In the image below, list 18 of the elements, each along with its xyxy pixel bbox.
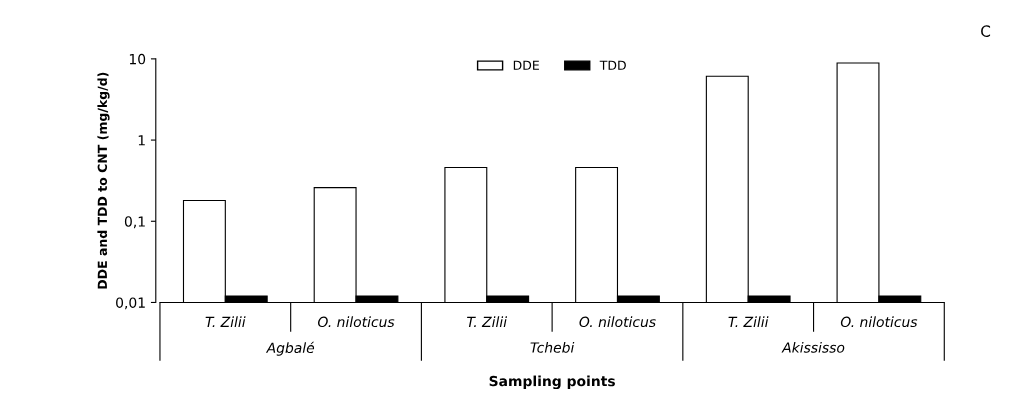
x-axis-title: Sampling points xyxy=(489,375,615,390)
x-tick-label: T. Zilii xyxy=(728,316,769,327)
x-tick-label: T. Zilii xyxy=(205,316,246,327)
text: Agbalé xyxy=(265,341,315,356)
x-tick-label: T. Zilii xyxy=(467,316,507,327)
x-tick-label: O. niloticus xyxy=(840,316,918,328)
x-tick-label: O. niloticus xyxy=(318,316,395,328)
y-tick-label: 0,1 xyxy=(124,216,145,229)
y-tick-label: 10 xyxy=(129,53,146,65)
text: Tchebi xyxy=(530,342,575,353)
legend-label: TDD xyxy=(599,60,626,70)
legend-label: DDE xyxy=(513,60,539,70)
x-tick-label: O. niloticus xyxy=(579,316,656,328)
text: C xyxy=(981,25,991,37)
y-tick-label: 0,01 xyxy=(116,297,145,310)
y-tick-label: 1 xyxy=(138,135,145,146)
text: Akississo xyxy=(781,342,845,353)
y-axis-title: DDE and TDD to CNT (mg/kg/d) xyxy=(97,72,110,289)
